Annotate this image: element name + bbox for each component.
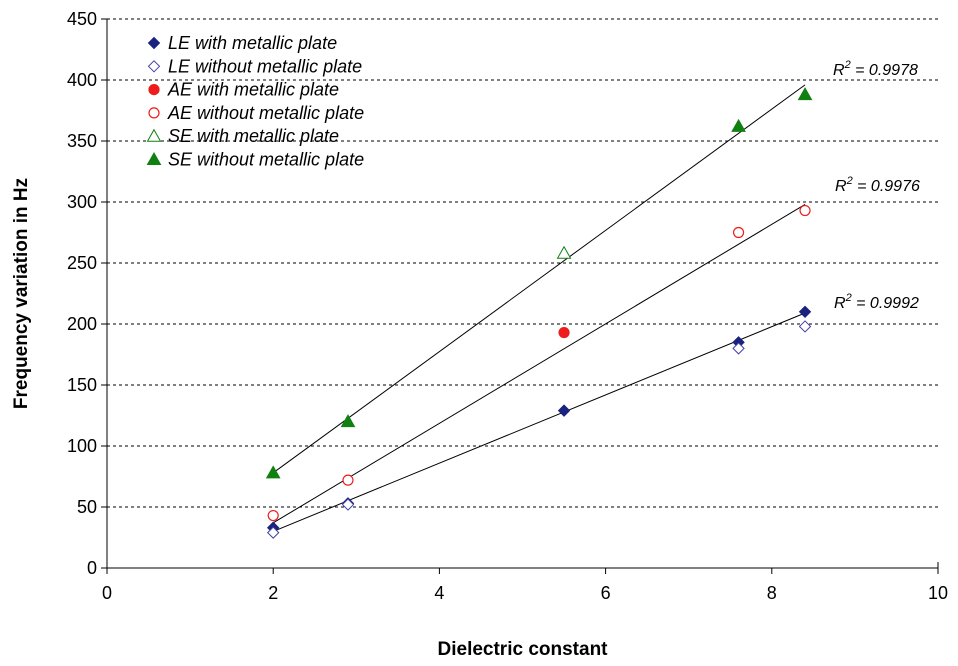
data-point [558, 326, 570, 339]
trendline [272, 204, 806, 524]
legend-marker [147, 36, 161, 50]
y-tick-label: 200 [67, 314, 97, 334]
legend-label: LE without metallic plate [168, 56, 362, 76]
trendlines [272, 84, 806, 532]
y-axis-title: Frequency variation in Hz [11, 178, 32, 409]
data-point [798, 320, 812, 333]
y-tick-label: 350 [67, 131, 97, 151]
y-tick-label: 400 [67, 70, 97, 90]
x-tick-label: 0 [102, 583, 112, 603]
tick-labels: 0 50 100 150 200 250 300 350 400 450 0 2 4 6 8 10 [67, 9, 948, 603]
data-point [797, 87, 813, 101]
data-point [799, 204, 811, 217]
legend-label: AE with metallic plate [167, 80, 339, 100]
r2-label: R2 = 0.9976 [835, 175, 920, 195]
y-tick-label: 300 [67, 192, 97, 212]
r-squared-labels: R2 = 0.9978 R2 = 0.9976 R2 = 0.9992 [833, 59, 920, 312]
data-point [556, 245, 572, 259]
data-point [266, 526, 280, 539]
y-tick-label: 250 [67, 253, 97, 273]
r2-label: R2 = 0.9978 [833, 59, 918, 79]
legend-label: LE with metallic plate [168, 33, 337, 53]
x-tick-label: 6 [601, 583, 611, 603]
grid-lines [107, 18, 938, 508]
r2-label: R2 = 0.9992 [834, 292, 919, 312]
x-tick-label: 10 [928, 583, 948, 603]
legend-marker [146, 151, 162, 165]
x-axis-title: Dielectric constant [438, 639, 609, 660]
y-tick-label: 450 [67, 9, 97, 29]
legend-marker [148, 83, 160, 96]
data-point [732, 226, 745, 239]
data-point [731, 118, 746, 132]
legend-label: SE with metallic plate [168, 126, 339, 146]
trendline [273, 312, 806, 532]
legend: LE with metallic plate LE without metalli… [146, 33, 364, 170]
legend-label: AE without metallic plate [167, 103, 364, 123]
data-point [340, 414, 356, 428]
x-tick-label: 2 [268, 583, 278, 603]
data-points [265, 87, 813, 539]
y-tick-label: 0 [87, 558, 97, 578]
legend-label: SE without metallic plate [168, 150, 364, 170]
data-point [341, 498, 355, 511]
data-point [342, 474, 354, 486]
data-point [798, 305, 812, 319]
data-point [267, 509, 279, 522]
data-point [557, 404, 571, 417]
y-tick-label: 50 [77, 497, 97, 517]
legend-marker [146, 128, 162, 142]
legend-marker [148, 107, 160, 119]
legend-marker [147, 60, 161, 73]
trendline [272, 84, 806, 474]
x-tick-label: 4 [434, 583, 444, 603]
axes [101, 18, 939, 574]
data-point [265, 465, 281, 479]
y-tick-label: 100 [67, 436, 97, 456]
data-point [732, 342, 745, 355]
y-tick-label: 150 [67, 375, 97, 395]
x-tick-label: 8 [767, 583, 777, 603]
